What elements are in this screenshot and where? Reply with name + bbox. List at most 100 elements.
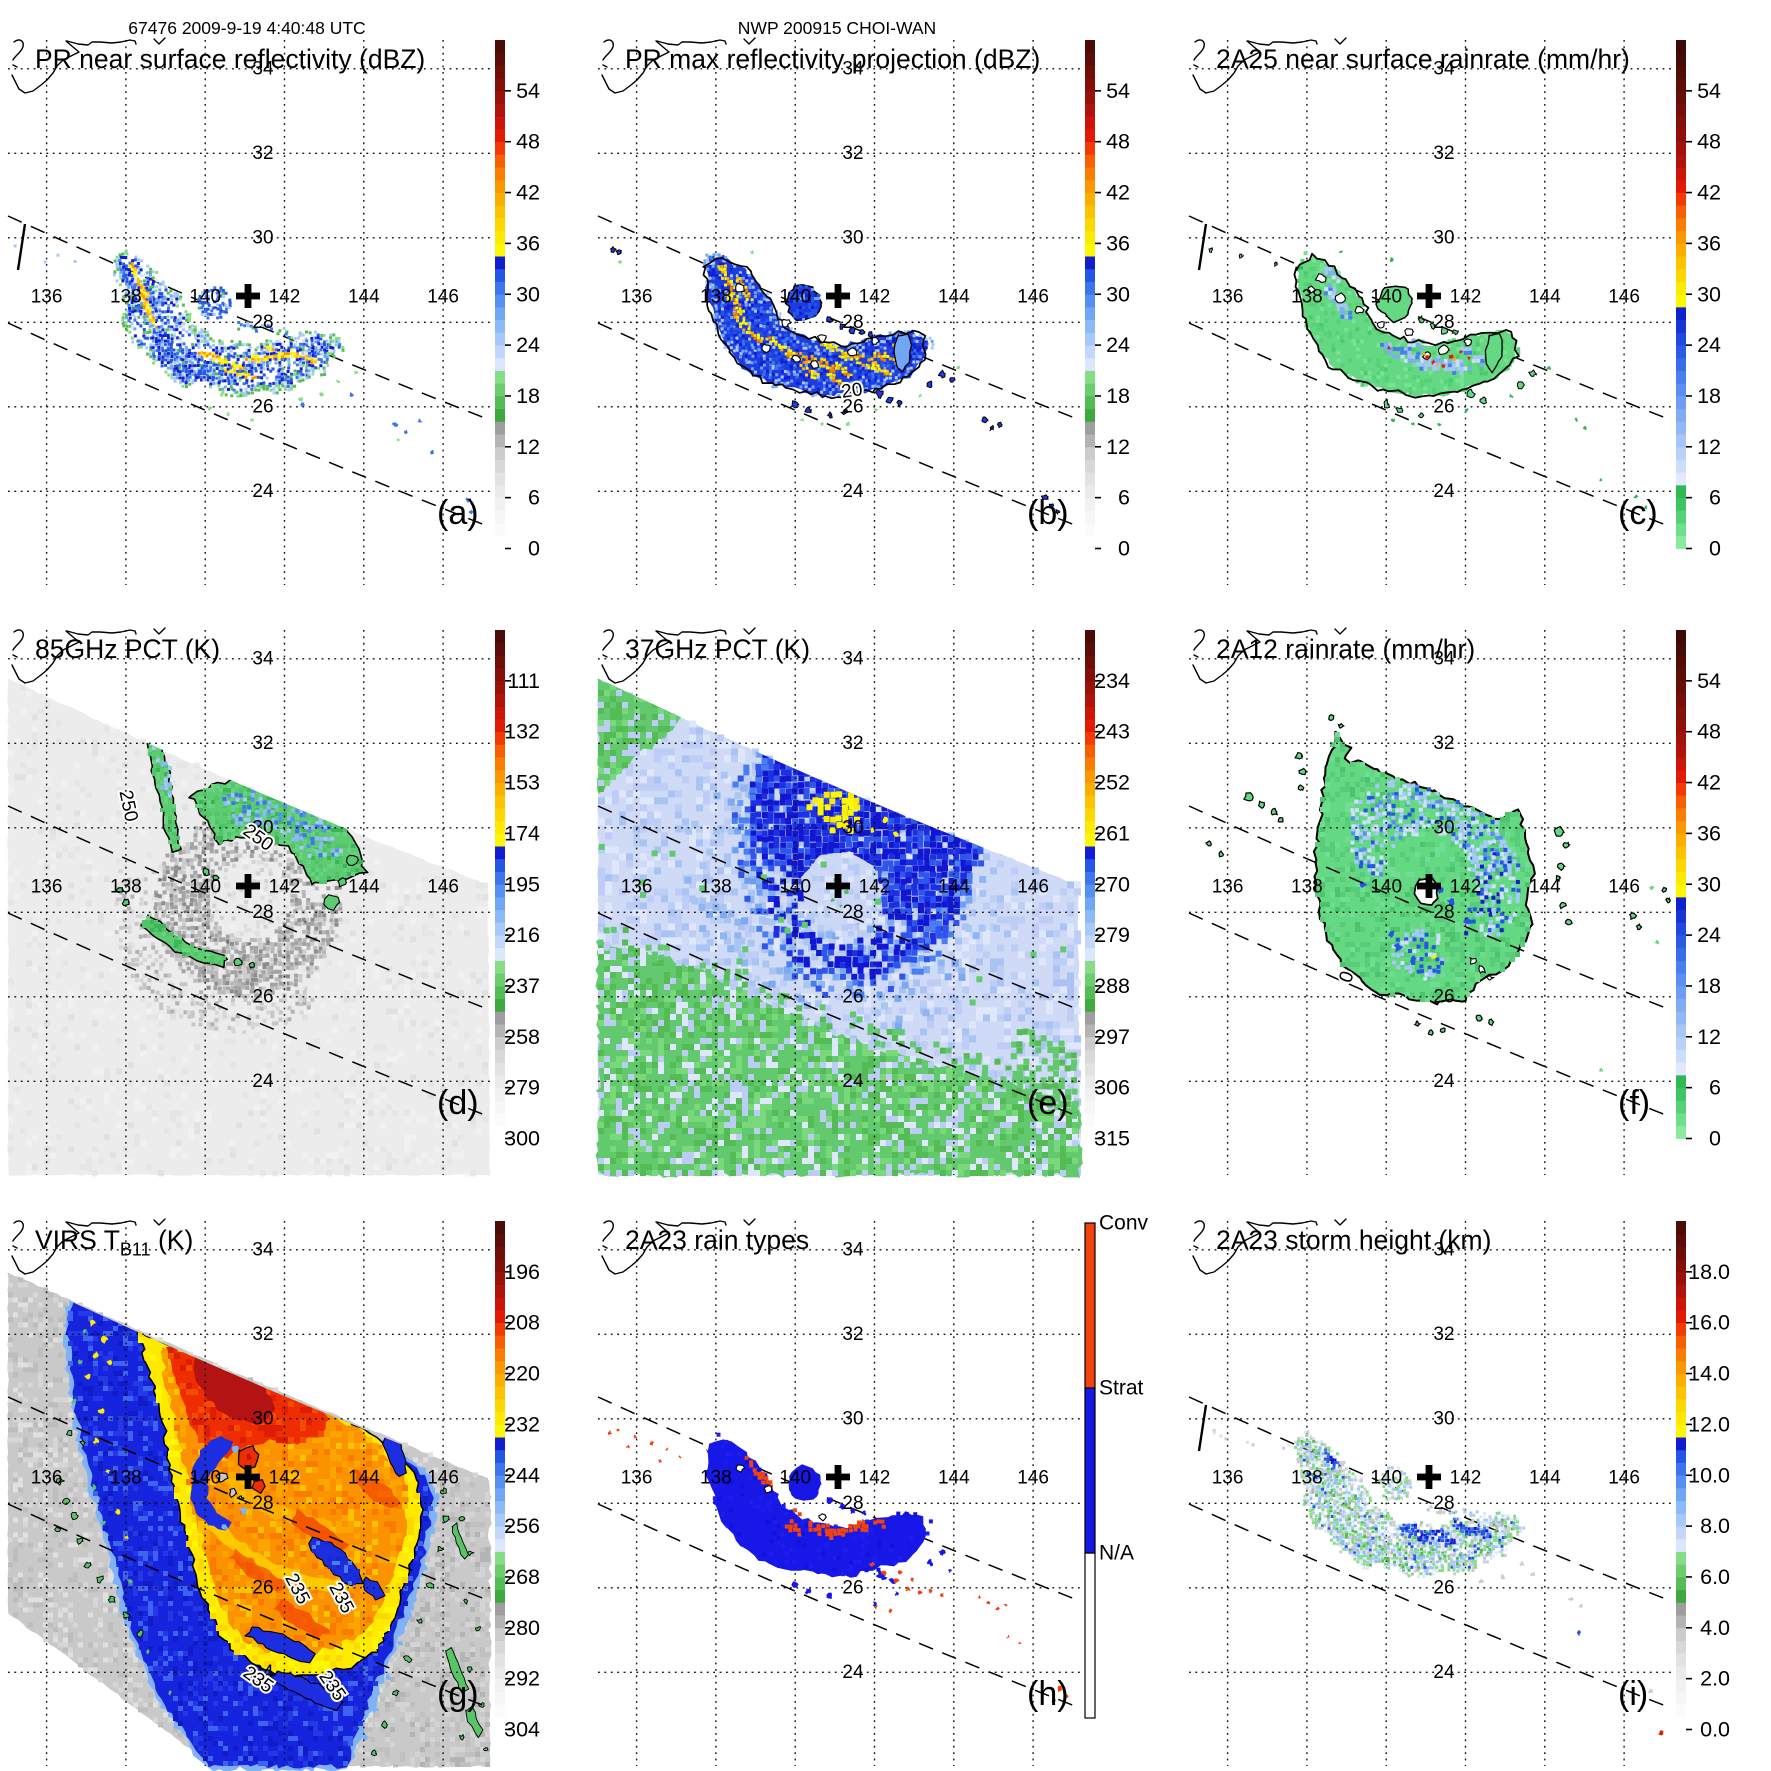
lon-label: 144: [938, 1468, 970, 1489]
contour-label: 20: [840, 379, 864, 403]
panel-title-subscript: B11: [119, 1239, 151, 1260]
lat-label: 28: [1433, 902, 1454, 923]
coastline: [601, 40, 670, 94]
grid-over: [7, 630, 491, 1175]
lon-label: 142: [859, 287, 891, 308]
lon-label: 142: [1450, 287, 1482, 308]
panel-title: 2A25 near surface rainrate (mm/hr): [1216, 44, 1630, 75]
coastline: [1193, 1220, 1205, 1242]
lon-label: 136: [1212, 287, 1244, 308]
lon-label: 144: [1529, 1468, 1561, 1489]
lat-label: 26: [1433, 1577, 1454, 1598]
colorbar-tick-label: 153: [504, 771, 540, 795]
lat-label: 24: [252, 1071, 274, 1092]
colorbar-tick-label: 24: [1106, 333, 1130, 357]
colorbar-tick-label: 36: [1697, 821, 1721, 845]
colorbar-tick-label: 306: [1094, 1076, 1130, 1100]
colorbar-cat-label: Conv: [1099, 1212, 1149, 1235]
lon-label: 140: [1370, 287, 1402, 308]
coastline: [602, 64, 608, 68]
grid-under: [597, 40, 1081, 585]
colorbar-tick-label: 18.0: [1688, 1260, 1730, 1284]
annotations: 136 138 140 142 144 146 34 32 30 28 26 24: [1192, 1218, 1640, 1683]
panel-d-canvas: 136 138 140 142 144 1463432302826242502503002…: [7, 627, 540, 1177]
panel-title-units: (K): [150, 1225, 194, 1255]
panel-title: 2A12 rainrate (mm/hr): [1216, 634, 1475, 665]
coastline: [153, 1218, 166, 1226]
lat-label: 28: [252, 1493, 273, 1514]
lon-label: 144: [938, 877, 970, 898]
lon-label: 140: [779, 287, 811, 308]
colorbar-tick-label: 24: [1697, 333, 1721, 357]
colorbar: 0 6 12 18 24 30 36 42 48 54: [1676, 630, 1721, 1151]
lat-label: 28: [1433, 1493, 1454, 1514]
panel-a: 136 138 140 142 144 146 34 32 30 28 26 24 0 6 12 18 24 30…: [0, 0, 590, 590]
colorbar-tick-label: 220: [504, 1362, 540, 1386]
coastline: [12, 64, 18, 68]
lat-label: 24: [842, 1071, 864, 1092]
coastline: [153, 37, 166, 45]
colorbar-tick-label: 261: [1094, 821, 1130, 845]
panel-title-main: PR near surface reflectivity (dBZ): [35, 44, 426, 74]
coastline: [12, 1220, 24, 1242]
lat-label: 34: [842, 1239, 864, 1260]
lat-label: 30: [252, 817, 273, 838]
colorbar: N/A Strat Conv: [1084, 1212, 1149, 1719]
colorbar-tick-label: 14.0: [1688, 1362, 1730, 1386]
coastline: [656, 39, 727, 46]
coastline: [1192, 630, 1261, 684]
colorbar-tick-label: 195: [504, 872, 540, 896]
header-overpass: 67476 2009-9-19 4:40:48 UTC: [128, 18, 366, 38]
colorbar-tick-label: 252: [1094, 771, 1130, 795]
coastline: [66, 1220, 137, 1227]
coastline: [743, 627, 756, 635]
lat-label: 30: [1433, 1408, 1454, 1429]
colorbar-tick-label: 0.0: [1700, 1718, 1730, 1742]
lon-label: 144: [1529, 287, 1561, 308]
grid-under: [597, 1221, 1081, 1766]
coastline: [656, 1220, 727, 1227]
panel-a-canvas: 136 138 140 142 144 146 34 32 30 28 26 24 0 6 12 18 24 30…: [7, 37, 540, 585]
colorbar-tick-label: 54: [1697, 669, 1721, 693]
lon-label: 146: [427, 287, 459, 308]
colorbar-tick-label: 232: [504, 1412, 540, 1436]
lat-label: 32: [1433, 733, 1454, 754]
panel-title-main: VIRS T: [35, 1225, 120, 1255]
panel-b: 136 138 140 142 144 146 34 32 30 28 26 24 20 0 6 12 18 24…: [590, 0, 1180, 590]
lon-label: 146: [1017, 287, 1049, 308]
lon-label: 136: [1212, 1468, 1244, 1489]
lat-label: 28: [842, 902, 863, 923]
colorbar-tick-label: 2.0: [1700, 1667, 1730, 1691]
annotations: 136 138 140 142 144 146 34 32 30 28 26 24 20: [601, 37, 1049, 502]
lat-label: 34: [1433, 648, 1455, 669]
colorbar-tick-label: 42: [1106, 181, 1130, 205]
lat-label: 26: [252, 396, 273, 417]
grid-under: [1188, 40, 1672, 585]
lon-label: 136: [31, 877, 63, 898]
coastline: [12, 654, 18, 658]
lat-label: 26: [252, 1577, 273, 1598]
panel-title: PR max reflectivity projection (dBZ): [625, 44, 1040, 75]
lat-label: 34: [252, 58, 274, 79]
lat-label: 30: [252, 1408, 273, 1429]
panel-c: 136 138 140 142 144 146 34 32 30 28 26 24 0 6 12 18 24 30…: [1181, 0, 1771, 590]
coastline: [602, 1220, 614, 1242]
colorbar: 0 6 12 18 24 30 36 42 48 54: [495, 40, 540, 561]
coastline: [602, 39, 614, 61]
lat-label: 34: [842, 648, 864, 669]
data-layer: [1197, 223, 1648, 510]
lon-label: 138: [110, 1468, 142, 1489]
panel-letter: (a): [437, 494, 479, 532]
colorbar-cat-label: Strat: [1099, 1377, 1144, 1400]
lon-label: 146: [1017, 877, 1049, 898]
colorbar-tick-label: 10.0: [1688, 1463, 1730, 1487]
panel-title-main: 2A25 near surface rainrate (mm/hr): [1216, 44, 1630, 74]
lat-label: 34: [252, 648, 274, 669]
lon-label: 136: [621, 1468, 653, 1489]
coastline: [12, 39, 24, 61]
colorbar-tick-label: 196: [504, 1260, 540, 1284]
colorbar-tick-label: 24: [1697, 923, 1721, 947]
lat-label: 30: [842, 817, 863, 838]
colorbar-tick-label: 244: [504, 1463, 540, 1487]
